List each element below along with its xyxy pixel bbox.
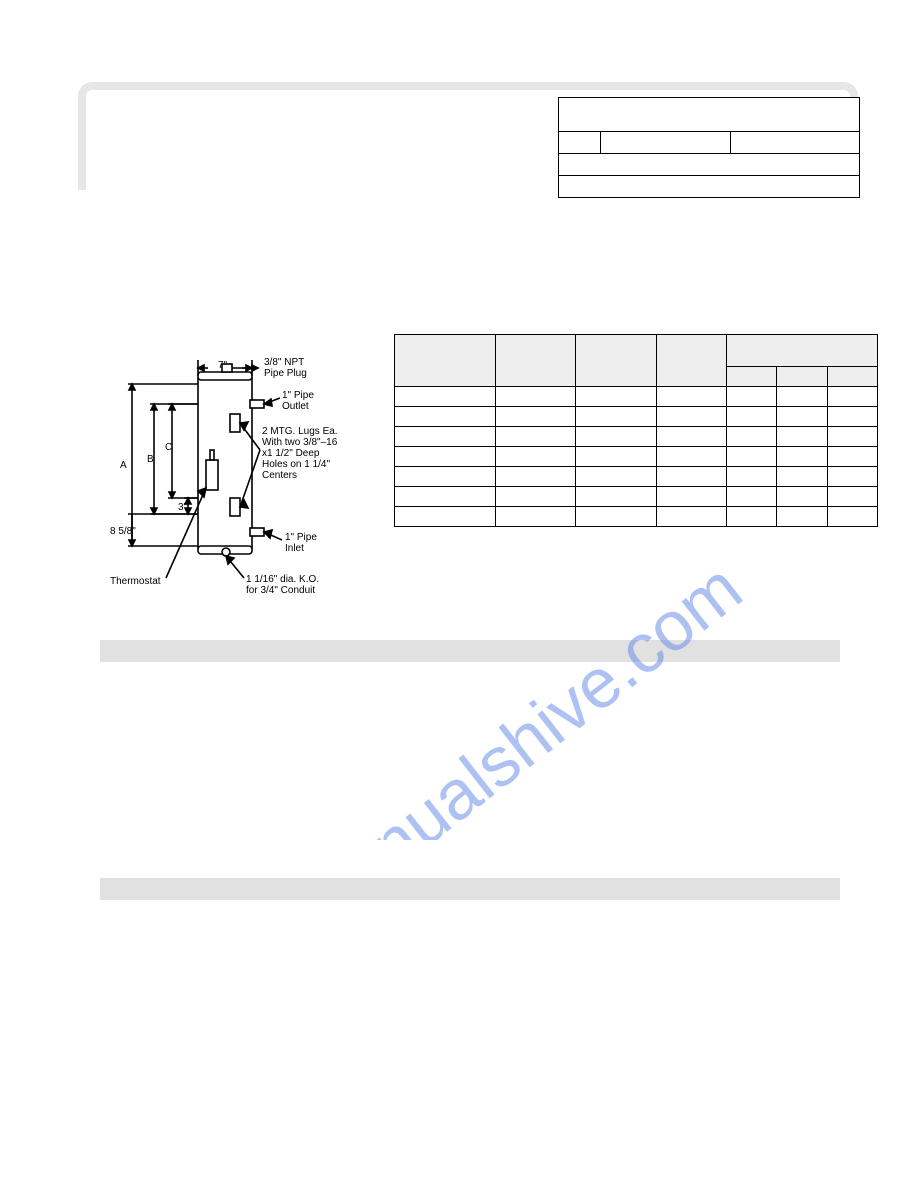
cell (495, 487, 576, 507)
cell (727, 427, 777, 447)
cell (495, 407, 576, 427)
spec-h2 (495, 335, 576, 387)
cell (727, 387, 777, 407)
spec-h3 (576, 335, 657, 387)
cell (395, 407, 496, 427)
cell (395, 467, 496, 487)
cell (656, 407, 726, 427)
dim-C: C (165, 442, 172, 453)
cell (656, 387, 726, 407)
lbl-ko: 1 1/16" dia. K.O.for 3/4" Conduit (246, 574, 319, 596)
cell (576, 447, 657, 467)
lbl-inlet: 1" PipeInlet (285, 532, 317, 554)
spec-h5 (727, 335, 878, 367)
cell (395, 487, 496, 507)
section-bar-1 (100, 640, 840, 662)
cell (827, 387, 877, 407)
cell (777, 507, 827, 527)
spec-sh1 (727, 367, 777, 387)
cell (777, 467, 827, 487)
cell (727, 507, 777, 527)
cell (777, 387, 827, 407)
cell (576, 507, 657, 527)
rev-c2 (601, 132, 731, 154)
cell (576, 487, 657, 507)
cell (656, 467, 726, 487)
spec-h4 (656, 335, 726, 387)
dim-3: 3" (178, 502, 188, 513)
cell (827, 507, 877, 527)
cell (576, 387, 657, 407)
spec-table (394, 334, 878, 527)
cell (495, 427, 576, 447)
rev-c3 (731, 132, 860, 154)
rev-c1 (559, 132, 601, 154)
rev-r2 (559, 176, 860, 198)
cell (727, 467, 777, 487)
cell (777, 447, 827, 467)
cell (495, 467, 576, 487)
cell (656, 427, 726, 447)
product-diagram: 7" 3/8" NPTPipe Plug 1" PipeOutlet 2 MTG… (110, 350, 390, 610)
cell (777, 427, 827, 447)
cell (727, 447, 777, 467)
cell (827, 467, 877, 487)
cell (656, 447, 726, 467)
cell (395, 387, 496, 407)
cell (395, 507, 496, 527)
dim-top: 7" (218, 360, 228, 371)
cell (827, 487, 877, 507)
cell (495, 507, 576, 527)
cell (576, 427, 657, 447)
revision-table (558, 97, 860, 198)
spec-sh3 (827, 367, 877, 387)
rev-table-header (559, 98, 860, 132)
cell (727, 487, 777, 507)
spec-h1 (395, 335, 496, 387)
lbl-pipe-plug-1: 3/8" NPTPipe Plug (264, 357, 307, 379)
dim-B: B (147, 454, 154, 465)
rev-r1 (559, 154, 860, 176)
cell (576, 467, 657, 487)
cell (656, 507, 726, 527)
cell (827, 427, 877, 447)
cell (827, 447, 877, 467)
lbl-thermostat: Thermostat (110, 576, 161, 587)
lbl-lugs: 2 MTG. Lugs Ea.With two 3/8"–16x1 1/2" D… (262, 426, 338, 481)
cell (395, 427, 496, 447)
dim-85: 8 5/8" (110, 526, 136, 537)
cell (495, 447, 576, 467)
cell (495, 387, 576, 407)
dim-A: A (120, 460, 127, 471)
spec-sh2 (777, 367, 827, 387)
cell (777, 487, 827, 507)
lbl-outlet: 1" PipeOutlet (282, 390, 314, 412)
section-bar-2 (100, 878, 840, 900)
cell (727, 407, 777, 427)
cell (827, 407, 877, 427)
cell (576, 407, 657, 427)
cell (395, 447, 496, 467)
cell (656, 487, 726, 507)
cell (777, 407, 827, 427)
